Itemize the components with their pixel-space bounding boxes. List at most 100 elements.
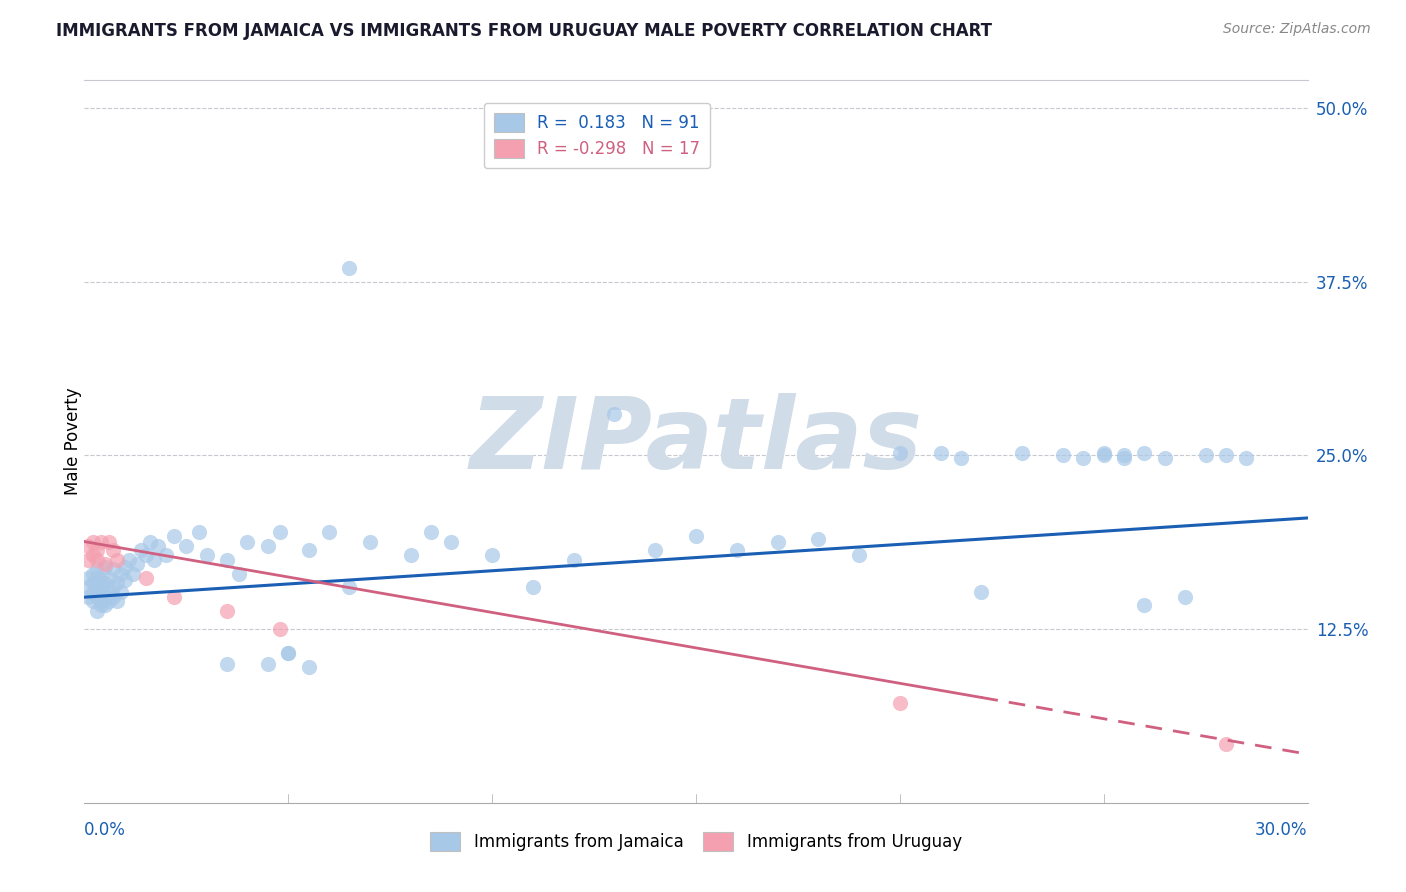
Point	[1092, 445, 1115, 459]
Y-axis label: Male Poverty: Male Poverty	[65, 388, 82, 495]
Point	[114, 574, 136, 588]
Point	[82, 534, 104, 549]
Point	[1195, 449, 1218, 463]
Point	[82, 566, 104, 581]
Point	[420, 524, 443, 539]
Point	[1215, 738, 1237, 752]
Point	[97, 534, 120, 549]
Point	[644, 542, 666, 557]
Point	[339, 260, 361, 275]
Point	[97, 571, 120, 585]
Point	[86, 562, 108, 576]
Point	[298, 542, 321, 557]
Point	[131, 542, 153, 557]
Point	[105, 594, 128, 608]
Point	[950, 451, 973, 466]
Point	[970, 584, 993, 599]
Point	[725, 542, 748, 557]
Point	[86, 571, 108, 585]
Point	[155, 549, 177, 563]
Point	[399, 549, 422, 563]
Text: 30.0%: 30.0%	[1256, 821, 1308, 838]
Point	[146, 539, 169, 553]
Point	[889, 445, 911, 459]
Point	[217, 657, 239, 671]
Point	[82, 549, 104, 563]
Point	[1114, 449, 1136, 463]
Point	[101, 581, 124, 595]
Text: Source: ZipAtlas.com: Source: ZipAtlas.com	[1223, 22, 1371, 37]
Point	[110, 584, 132, 599]
Point	[217, 604, 239, 618]
Point	[1215, 449, 1237, 463]
Point	[90, 599, 112, 613]
Point	[163, 529, 186, 543]
Point	[135, 549, 157, 563]
Point	[1092, 449, 1115, 463]
Point	[118, 552, 141, 566]
Point	[1236, 451, 1258, 466]
Point	[217, 552, 239, 566]
Point	[82, 594, 104, 608]
Point	[1133, 445, 1156, 459]
Point	[86, 542, 108, 557]
Point	[339, 581, 361, 595]
Point	[97, 594, 120, 608]
Point	[142, 552, 165, 566]
Point	[101, 590, 124, 604]
Text: IMMIGRANTS FROM JAMAICA VS IMMIGRANTS FROM URUGUAY MALE POVERTY CORRELATION CHAR: IMMIGRANTS FROM JAMAICA VS IMMIGRANTS FR…	[56, 22, 993, 40]
Point	[97, 584, 120, 599]
Point	[110, 566, 132, 581]
Point	[90, 584, 112, 599]
Point	[1073, 451, 1095, 466]
Point	[114, 559, 136, 574]
Legend: Immigrants from Jamaica, Immigrants from Uruguay: Immigrants from Jamaica, Immigrants from…	[422, 823, 970, 860]
Point	[90, 574, 112, 588]
Point	[105, 552, 128, 566]
Point	[257, 657, 280, 671]
Point	[1114, 451, 1136, 466]
Point	[195, 549, 218, 563]
Point	[807, 532, 830, 546]
Point	[481, 549, 503, 563]
Point	[298, 659, 321, 673]
Point	[1154, 451, 1177, 466]
Point	[127, 557, 149, 571]
Point	[929, 445, 952, 459]
Point	[522, 581, 544, 595]
Point	[440, 534, 463, 549]
Point	[1052, 449, 1074, 463]
Point	[77, 571, 100, 585]
Point	[77, 552, 100, 566]
Point	[1011, 445, 1033, 459]
Text: ZIPatlas: ZIPatlas	[470, 393, 922, 490]
Point	[101, 542, 124, 557]
Point	[277, 646, 299, 660]
Point	[86, 604, 108, 618]
Point	[562, 552, 585, 566]
Point	[359, 534, 381, 549]
Point	[93, 599, 115, 613]
Point	[90, 594, 112, 608]
Point	[269, 622, 291, 636]
Point	[766, 534, 789, 549]
Point	[135, 571, 157, 585]
Point	[318, 524, 340, 539]
Point	[77, 590, 100, 604]
Point	[82, 576, 104, 591]
Point	[889, 696, 911, 710]
Point	[93, 559, 115, 574]
Point	[228, 566, 250, 581]
Point	[848, 549, 870, 563]
Point	[105, 576, 128, 591]
Point	[138, 534, 160, 549]
Point	[685, 529, 707, 543]
Point	[82, 584, 104, 599]
Point	[1133, 599, 1156, 613]
Point	[77, 581, 100, 595]
Point	[86, 552, 108, 566]
Point	[269, 524, 291, 539]
Point	[174, 539, 197, 553]
Point	[86, 581, 108, 595]
Point	[187, 524, 209, 539]
